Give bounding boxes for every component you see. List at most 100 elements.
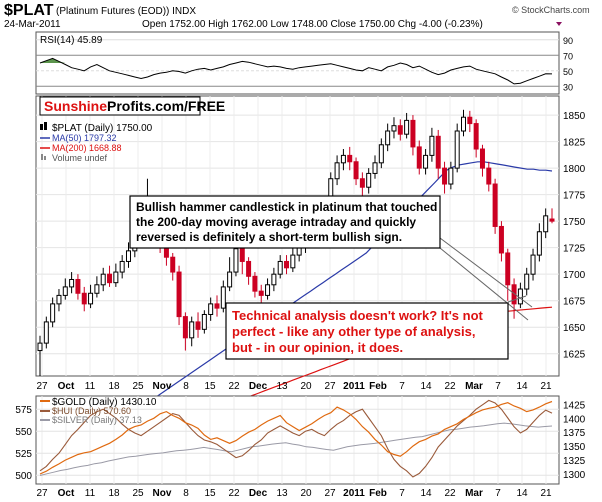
- candle-body: [37, 342, 43, 352]
- price-panel: 1850182518001775175017251700167516501625…: [35, 95, 586, 436]
- rsi-tick-label: 90: [563, 36, 573, 46]
- x-axis-label: Feb: [369, 488, 387, 499]
- candle-body: [391, 125, 397, 132]
- ma50-line: [99, 161, 553, 436]
- annotation-hammer-line1: Bullish hammer candlestick in platinum t…: [136, 200, 437, 214]
- metals-grid: [36, 396, 559, 484]
- rsi-tick-labels: 90 70 50 30: [563, 36, 573, 93]
- x-axis-label: Mar: [465, 381, 483, 392]
- metals-right-tick-label: 1350: [563, 442, 586, 453]
- x-axis-label: 14: [516, 488, 528, 499]
- annotation-opinion-line2: perfect - like any other type of analysi…: [232, 324, 475, 339]
- candle-body: [461, 116, 467, 132]
- price-tick-label: 1650: [563, 323, 586, 334]
- metals-tick-labels: 575 550 525 500 1425 1400 1375 1350 1325 1300: [15, 400, 585, 482]
- x-axis-label: Nov: [153, 381, 172, 392]
- gold-line: [39, 400, 553, 475]
- legend-gold: $GOLD (Daily) 1430.10: [52, 397, 157, 408]
- x-axis-label: 27: [36, 488, 48, 499]
- candle-body: [479, 148, 485, 169]
- x-axis-label: Feb: [369, 381, 387, 392]
- legend-hui: $HUI (Daily) 570.60: [52, 406, 131, 416]
- x-axis-label: 13: [276, 381, 288, 392]
- candle-body: [353, 161, 359, 180]
- candle-body: [340, 154, 346, 164]
- x-axis-label: Oct: [58, 488, 75, 499]
- candle-body: [189, 321, 195, 339]
- x-axis-label: 7: [399, 488, 405, 499]
- legend-price-swatch: [40, 124, 43, 130]
- legend-ma200: MA(200) 1668.88: [52, 143, 122, 153]
- legend-volume-swatch: [41, 154, 43, 160]
- candle-body: [176, 271, 182, 318]
- metals-panel: 575 550 525 500 1425 1400 1375 1350 1325 1300 $GO…: [15, 395, 586, 485]
- x-axis-label: 11: [85, 381, 96, 392]
- candle-body: [378, 144, 384, 164]
- legend-price-swatch-2: [44, 122, 47, 130]
- x-axis-label: 25: [132, 488, 144, 499]
- candle-body: [448, 167, 454, 185]
- annotation-hammer-line2: the 200-day moving average intraday and …: [136, 215, 416, 229]
- candle-body: [467, 116, 473, 125]
- x-axis-main: 27 Oct 11 18 25 Nov 8 15 22 Dec 13 20 27 2011 Feb 7 14 22…: [36, 381, 552, 392]
- candle-body: [100, 273, 106, 286]
- legend-silver: $SILVER (Daily) 37.13: [52, 415, 142, 425]
- candle-body: [359, 178, 365, 188]
- candle-body: [517, 288, 523, 305]
- source-credit: © StockCharts.com: [512, 5, 590, 15]
- x-axis-label: 27: [324, 488, 336, 499]
- x-axis-label: 21: [540, 381, 552, 392]
- x-axis-label: Dec: [249, 381, 268, 392]
- x-axis-label: 7: [495, 488, 501, 499]
- candle-body: [435, 135, 441, 169]
- date-label: 24-Mar-2011: [4, 19, 61, 30]
- candle-body: [486, 167, 492, 185]
- price-tick-label: 1850: [563, 111, 586, 122]
- symbol-title: $PLAT: [4, 2, 54, 19]
- x-axis-label: 27: [36, 381, 48, 392]
- candle-body: [62, 286, 68, 296]
- x-axis-label: 7: [399, 381, 405, 392]
- candle-body: [404, 119, 410, 135]
- x-axis-label: 18: [108, 381, 120, 392]
- price-tick-label: 1675: [563, 297, 586, 308]
- metals-left-tick-label: 550: [15, 427, 32, 438]
- candle-body: [543, 215, 549, 233]
- candle-body: [75, 278, 81, 294]
- symbol-name: (Platinum Futures (EOD)) INDX: [56, 6, 196, 17]
- x-axis-label: 22: [444, 381, 456, 392]
- metals-legend: $GOLD (Daily) 1430.10 $HUI (Daily) 570.6…: [40, 397, 157, 425]
- legend-price: $PLAT (Daily) 1750.00: [52, 123, 153, 134]
- candle-body: [511, 284, 517, 305]
- candle-body: [347, 154, 353, 163]
- x-axis-label: 14: [420, 488, 432, 499]
- annotation-opinion-line3: but - in our opinion, it does.: [232, 340, 403, 355]
- rsi-line: [39, 57, 553, 85]
- brand-sunshine: Sunshine: [44, 98, 107, 114]
- candle-body: [334, 162, 340, 180]
- candle-body: [56, 294, 62, 305]
- price-tick-labels: 1850 1825 1800 1775 1750 1725 1700 1675 1650 1625: [563, 111, 586, 361]
- x-axis-label: 21: [540, 488, 552, 499]
- legend-volume: Volume undef: [52, 153, 108, 163]
- x-axis-lower: 27 Oct 11 18 25 Nov 8 15 22 Dec 13 20 27 2011 Feb 7 14 22…: [36, 488, 552, 499]
- annotation1-pointer: [439, 237, 533, 308]
- metals-right-tick-label: 1400: [563, 414, 586, 425]
- x-axis-label: 14: [420, 381, 432, 392]
- x-axis-label: 25: [132, 381, 144, 392]
- candle-body: [50, 303, 56, 323]
- candle-body: [94, 284, 100, 294]
- x-axis-label: 7: [495, 381, 501, 392]
- annotation-hammer-box: [129, 195, 441, 249]
- candle-body: [233, 248, 239, 273]
- candle-body: [239, 248, 245, 262]
- candle-body: [473, 123, 479, 150]
- legend-ma50: MA(50) 1797.32: [52, 133, 117, 143]
- candle-body: [385, 130, 391, 146]
- metals-right-tick-label: 1300: [563, 470, 586, 481]
- metals-left-tick-label: 525: [15, 449, 32, 460]
- candle-body: [119, 260, 125, 273]
- candle-body: [549, 218, 555, 222]
- rsi-panel: 90 70 50 30 RSI(14) 45.89: [35, 31, 573, 95]
- x-axis-label: Mar: [465, 488, 483, 499]
